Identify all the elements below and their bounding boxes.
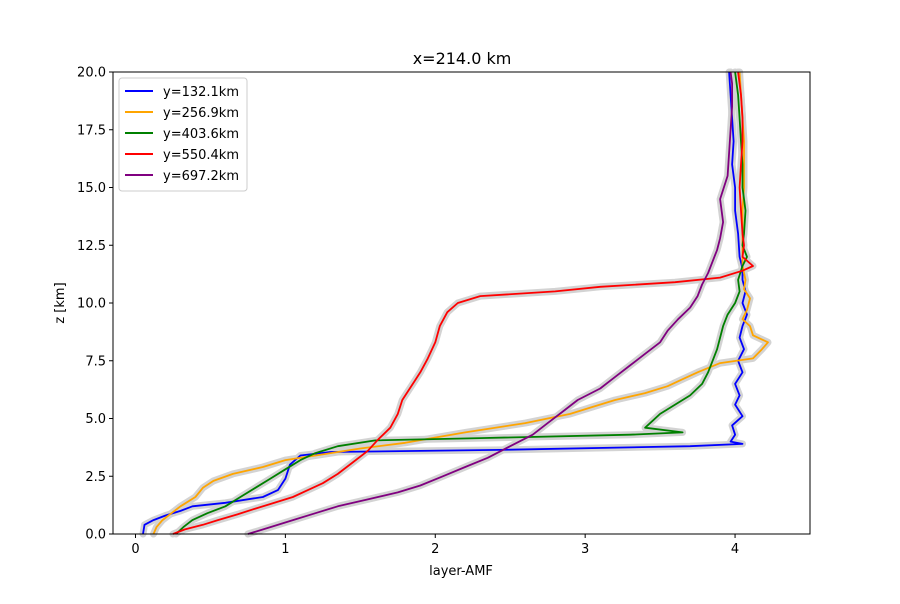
chart-title: x=214.0 km	[413, 49, 512, 68]
y-axis-label: z [km]	[53, 282, 68, 323]
y-tick-label: 12.5	[77, 239, 106, 254]
legend-label: y=697.2km	[163, 169, 239, 184]
legend-label: y=256.9km	[163, 106, 239, 121]
y-tick-label: 17.5	[77, 123, 106, 138]
x-tick-label: 3	[581, 542, 589, 557]
x-tick-label: 2	[431, 542, 439, 557]
legend-label: y=550.4km	[163, 148, 239, 163]
legend: y=132.1km y=256.9km y=403.6km y=550.4km y=69…	[118, 77, 248, 192]
series-lines	[142, 71, 769, 535]
series-line-3	[172, 71, 754, 535]
x-tick-label: 1	[281, 542, 289, 557]
legend-label: y=132.1km	[163, 85, 239, 100]
y-tick-label: 0.0	[85, 528, 106, 543]
y-tick-label: 20.0	[77, 66, 106, 81]
y-axis-ticks: 0.0 2.5 5.0 7.5 10.0 12.5 15.0 17.5 20.0	[77, 66, 113, 543]
x-axis-ticks: 0 1 2 3 4	[131, 534, 739, 557]
x-axis-label: layer-AMF	[429, 564, 493, 579]
y-tick-label: 7.5	[85, 354, 106, 369]
x-tick-label: 0	[131, 542, 139, 557]
series-line-0	[142, 71, 748, 535]
y-tick-label: 2.5	[85, 470, 106, 485]
series-line-2	[175, 71, 748, 535]
y-tick-label: 10.0	[77, 297, 106, 312]
x-tick-label: 4	[731, 542, 739, 557]
y-tick-label: 15.0	[77, 181, 106, 196]
series-line-4	[247, 71, 733, 535]
legend-label: y=403.6km	[163, 127, 239, 142]
legend-box	[118, 77, 248, 192]
y-tick-label: 5.0	[85, 412, 106, 427]
